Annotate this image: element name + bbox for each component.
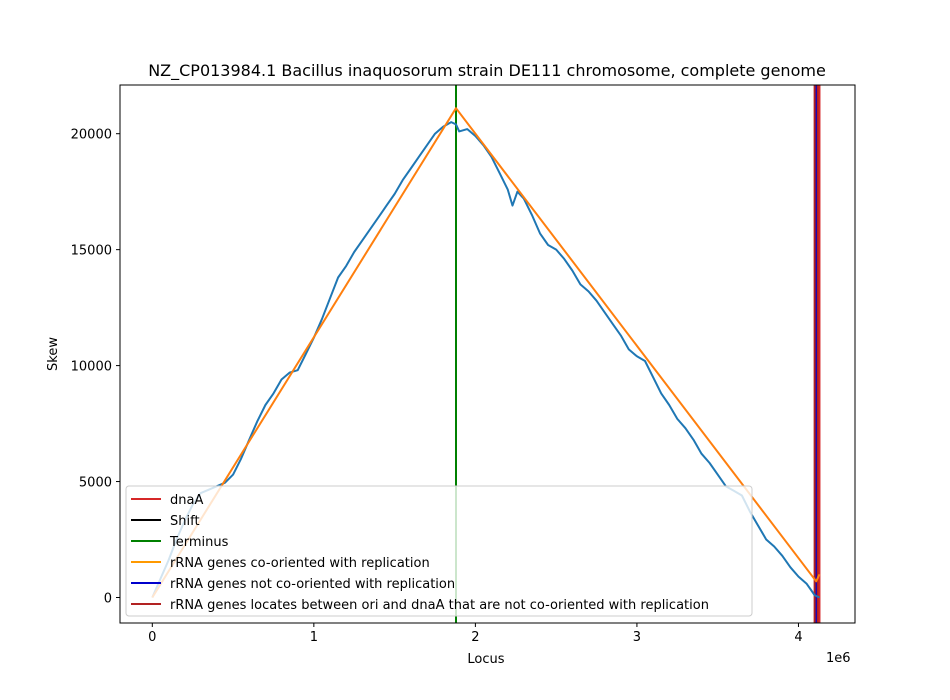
x-tick-label: 0: [148, 630, 156, 645]
x-tick-label: 1: [310, 630, 318, 645]
x-tick-label: 4: [794, 630, 802, 645]
axes: 0 1 2 3 4 0 5000 10000 15000 20000: [71, 84, 856, 645]
legend-box: [125, 485, 753, 617]
legend-entry-label: Terminus: [169, 535, 229, 550]
x-tick-label: 2: [471, 630, 479, 645]
x-axis-offset-label: 1e6: [826, 651, 851, 666]
chart-title: NZ_CP013984.1 Bacillus inaquosorum strai…: [148, 61, 826, 81]
y-tick-label: 10000: [71, 360, 112, 375]
legend-entry-label: rRNA genes not co-oriented with replicat…: [170, 577, 455, 592]
plot-clipped-group: [151, 85, 821, 623]
y-tick-label: 20000: [71, 128, 112, 143]
plot-frame: [119, 84, 856, 624]
legend-entry-label: rRNA genes locates between ori and dnaA …: [170, 598, 709, 613]
y-tick-label: 5000: [79, 476, 112, 491]
legend-entry-label: dnaA: [170, 493, 203, 508]
x-axis-label: Locus: [467, 652, 504, 667]
series-piecewise-fit: [151, 107, 821, 599]
y-tick-label: 15000: [71, 244, 112, 259]
legend-entry-label: Shift: [170, 514, 200, 529]
series-skew: [151, 121, 820, 599]
legend: dnaA Shift Terminus rRNA genes co-oriented …: [125, 485, 753, 617]
y-axis-label: Skew: [46, 337, 61, 371]
legend-entry-label: rRNA genes co-oriented with replication: [170, 556, 430, 571]
y-tick-label: 0: [104, 591, 112, 606]
plot-area: [151, 85, 821, 623]
x-tick-label: 3: [633, 630, 641, 645]
